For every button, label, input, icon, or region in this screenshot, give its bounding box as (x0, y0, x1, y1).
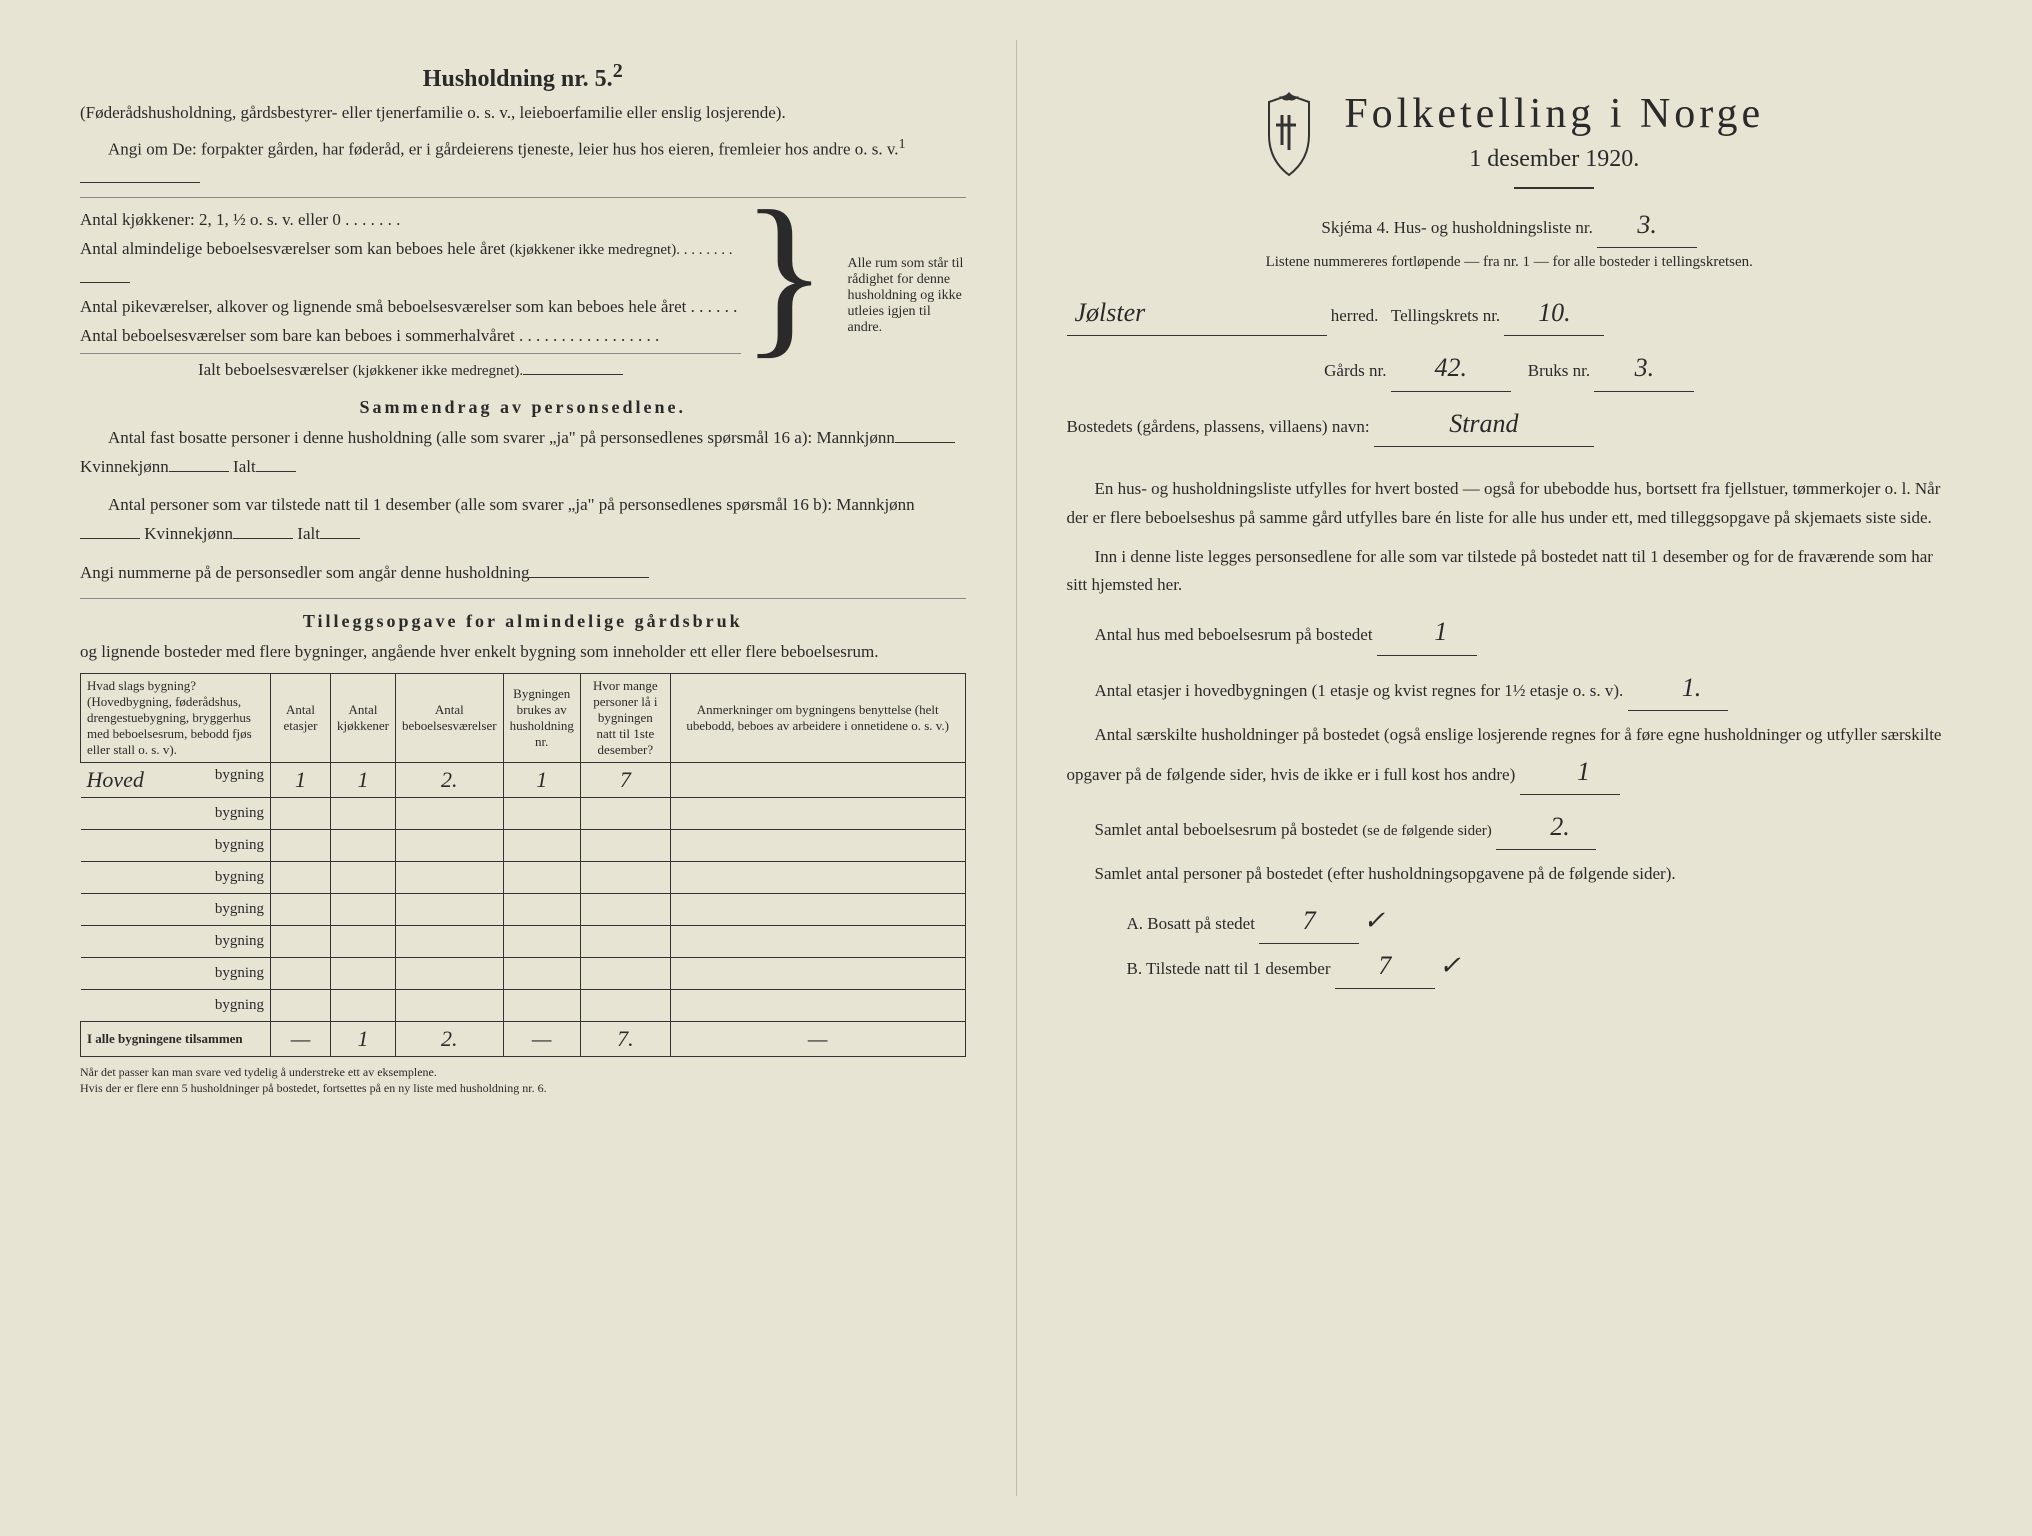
samlet-beboelsesrum: Samlet antal beboelsesrum på bostedet (s… (1067, 805, 1953, 850)
right-page: Folketelling i Norge 1 desember 1920. Sk… (1017, 40, 2003, 1496)
table-row: bygning (81, 830, 966, 862)
th-3: Antal beboelsesværelser (395, 674, 503, 763)
para1: En hus- og husholdningsliste utfylles fo… (1067, 475, 1953, 533)
tilstede-b: B. Tilstede natt til 1 desember 7 ✓ (1127, 944, 1953, 989)
footnote: Når det passer kan man svare ved tydelig… (80, 1065, 966, 1096)
herred-line: Jølster herred. Tellingskrets nr. 10. (1067, 291, 1953, 336)
listene-note: Listene nummereres fortløpende — fra nr.… (1067, 254, 1953, 271)
samlet-personer: Samlet antal personer på bostedet (efter… (1067, 860, 1953, 889)
th-1: Antal etasjer (271, 674, 331, 763)
crest-icon (1254, 90, 1324, 180)
table-row: bygning (81, 990, 966, 1022)
angi-om-de: Angi om De: forpakter gården, har føderå… (80, 132, 966, 193)
table-row: bygning (81, 926, 966, 958)
tillegg-title: Tilleggsopgave for almindelige gårdsbruk (80, 611, 966, 632)
right-header: Folketelling i Norge 1 desember 1920. (1067, 90, 1953, 203)
antal-hus: Antal hus med beboelsesrum på bostedet 1 (1067, 610, 1953, 655)
left-page: Husholdning nr. 5.2 (Føderådshusholdning… (30, 40, 1017, 1496)
para2: Inn i denne liste legges personsedlene f… (1067, 543, 1953, 601)
bosatt-a: A. Bosatt på stedet 7 ✓ (1127, 899, 1953, 944)
table-row: Hoved bygning112.17 (81, 763, 966, 798)
sammendrag-title: Sammendrag av personsedlene. (80, 397, 966, 418)
husholdning-subtitle: (Føderådshusholdning, gårdsbestyrer- ell… (80, 99, 966, 128)
beb-total: Ialt beboelsesværelser (kjøkkener ikke m… (80, 356, 741, 385)
husholdning-title: Husholdning nr. 5.2 (80, 60, 966, 93)
sammendrag-1: Antal fast bosatte personer i denne hush… (80, 424, 966, 482)
gards-line: Gårds nr. 42. Bruks nr. 3. (1067, 346, 1953, 391)
antal-husholdninger: Antal særskilte husholdninger på bostede… (1067, 721, 1953, 795)
bosted-line: Bostedets (gårdens, plassens, villaens) … (1067, 402, 1953, 447)
sammendrag-2: Antal personer som var tilstede natt til… (80, 491, 966, 549)
beb3: Antal beboelsesværelser som bare kan beb… (80, 322, 741, 351)
skjema-line: Skjéma 4. Hus- og husholdningsliste nr. … (1067, 203, 1953, 248)
th-6: Anmerkninger om bygningens benyttelse (h… (670, 674, 965, 763)
tillegg-subtitle: og lignende bosteder med flere bygninger… (80, 638, 966, 667)
bracket-section: Antal kjøkkener: 2, 1, ½ o. s. v. eller … (80, 206, 966, 384)
table-row: bygning (81, 958, 966, 990)
census-date: 1 desember 1920. (1344, 146, 1764, 173)
total-row: I alle bygningene tilsammen — 1 2. — 7. … (81, 1022, 966, 1057)
th-2: Antal kjøkkener (331, 674, 396, 763)
angi-nummerne: Angi nummerne på de personsedler som ang… (80, 559, 966, 588)
table-row: bygning (81, 894, 966, 926)
beb1: Antal almindelige beboelsesværelser som … (80, 235, 741, 293)
th-4: Bygningen brukes av husholdning nr. (503, 674, 580, 763)
bracket-note: Alle rum som står til rådighet for denne… (836, 256, 966, 336)
th-0: Hvad slags bygning? (Hovedbygning, føder… (81, 674, 271, 763)
kjokken-line: Antal kjøkkener: 2, 1, ½ o. s. v. eller … (80, 206, 741, 235)
bygning-table: Hvad slags bygning? (Hovedbygning, føder… (80, 673, 966, 1057)
antal-etasjer: Antal etasjer i hovedbygningen (1 etasje… (1067, 666, 1953, 711)
beb2: Antal pikeværelser, alkover og lignende … (80, 293, 741, 322)
table-row: bygning (81, 798, 966, 830)
th-5: Hvor mange personer lå i bygningen natt … (580, 674, 670, 763)
main-title: Folketelling i Norge (1344, 90, 1764, 138)
table-row: bygning (81, 862, 966, 894)
